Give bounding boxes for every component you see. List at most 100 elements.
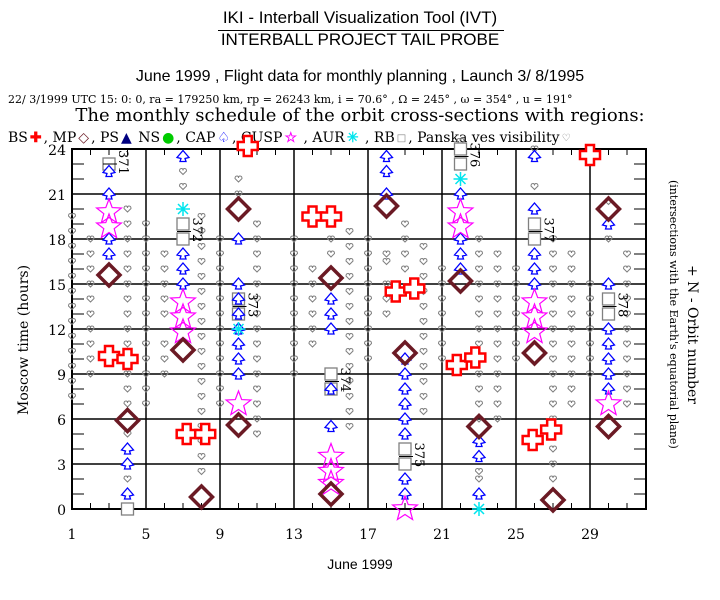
visibility-marker xyxy=(511,265,521,273)
red-cross-icon: ✚ xyxy=(29,130,42,146)
visibility-marker xyxy=(382,280,391,288)
visibility-marker xyxy=(622,310,632,318)
visibility-marker xyxy=(363,310,373,318)
visibility-marker xyxy=(567,280,576,288)
visibility-marker xyxy=(197,257,206,266)
visibility-marker xyxy=(474,235,484,243)
visibility-marker xyxy=(197,287,206,296)
orbit-number-label: 378 xyxy=(615,293,630,318)
visibility-marker xyxy=(308,280,317,288)
project-title: INTERBALL PROJECT TAIL PROBE xyxy=(220,30,500,49)
visibility-marker xyxy=(289,310,299,318)
visibility-marker xyxy=(289,250,299,258)
cap-marker xyxy=(323,382,339,395)
visibility-marker xyxy=(67,392,77,401)
visibility-marker xyxy=(585,325,595,333)
visibility-marker xyxy=(215,250,225,258)
visibility-marker xyxy=(197,407,206,416)
bs-marker xyxy=(193,422,217,446)
cusp-marker xyxy=(224,389,253,416)
title-divider xyxy=(218,30,504,31)
visibility-marker xyxy=(493,325,502,333)
visibility-marker xyxy=(289,295,299,303)
visibility-marker xyxy=(345,347,354,356)
visibility-marker xyxy=(141,355,151,363)
visibility-marker xyxy=(252,340,262,348)
visibility-marker xyxy=(474,325,484,333)
visibility-marker xyxy=(67,272,77,281)
visibility-marker xyxy=(419,317,428,326)
visibility-marker xyxy=(474,250,484,258)
visibility-marker xyxy=(234,175,243,183)
visibility-marker xyxy=(86,235,95,243)
rb-marker xyxy=(176,217,190,231)
visibility-marker xyxy=(141,295,151,303)
mp-marker xyxy=(373,192,400,220)
cusp-marker xyxy=(594,389,623,416)
visibility-marker xyxy=(252,220,262,228)
bs-marker xyxy=(464,346,487,369)
mp-marker xyxy=(595,413,622,440)
cap-marker xyxy=(231,337,246,350)
visibility-marker xyxy=(86,280,95,288)
legend-label-rb: RB xyxy=(373,130,395,146)
bs-marker xyxy=(521,428,544,452)
bs-marker xyxy=(301,205,324,228)
spade-icon: ♤ xyxy=(217,130,231,146)
cap-marker xyxy=(601,367,616,380)
visibility-marker xyxy=(437,325,447,333)
visibility-marker xyxy=(345,272,354,281)
cap-marker xyxy=(101,247,117,260)
orbit-parameters: 22/ 3/1999 UTC 15: 0: 0, ra = 179250 km,… xyxy=(8,93,573,106)
cusp-marker xyxy=(316,456,346,484)
mp-marker xyxy=(539,486,567,514)
visibility-marker xyxy=(123,400,132,408)
mp-marker xyxy=(465,413,493,440)
legend-sep: , xyxy=(91,130,100,146)
cap-marker xyxy=(471,434,487,448)
visibility-marker xyxy=(363,340,373,348)
rb-marker xyxy=(398,457,412,471)
visibility-marker xyxy=(141,280,151,288)
visibility-marker xyxy=(363,325,373,333)
visibility-marker xyxy=(493,295,502,303)
visibility-marker xyxy=(197,467,206,476)
visibility-marker xyxy=(474,265,484,273)
visibility-marker xyxy=(548,415,558,423)
visibility-marker xyxy=(197,302,206,311)
cap-marker xyxy=(471,487,487,500)
mp-marker xyxy=(114,407,141,434)
visibility-marker xyxy=(160,355,169,363)
cap-marker xyxy=(527,202,542,215)
visibility-marker xyxy=(123,340,132,348)
legend-label-cap: CAP xyxy=(185,130,216,146)
visibility-marker xyxy=(622,355,632,363)
visibility-marker xyxy=(160,250,169,258)
bs-marker xyxy=(319,205,343,228)
visibility-marker xyxy=(548,340,558,348)
visibility-marker xyxy=(622,265,632,273)
mp-marker xyxy=(521,339,548,367)
bs-marker xyxy=(539,418,563,441)
visibility-marker xyxy=(308,310,317,318)
visibility-marker xyxy=(419,347,428,356)
chart-subtitle: The monthly schedule of the orbit cross-… xyxy=(75,105,645,126)
visibility-marker xyxy=(493,340,502,348)
visibility-marker xyxy=(567,400,576,408)
mp-marker xyxy=(317,480,345,508)
visibility-marker xyxy=(622,325,632,333)
visibility-marker xyxy=(197,212,206,221)
visibility-marker xyxy=(382,250,391,258)
visibility-marker xyxy=(400,235,410,243)
visibility-marker xyxy=(234,190,243,198)
visibility-marker xyxy=(493,400,502,408)
visibility-marker xyxy=(197,362,206,371)
cap-marker xyxy=(323,419,339,433)
visibility-marker xyxy=(252,310,262,318)
cusp-marker xyxy=(390,494,420,521)
cap-marker xyxy=(601,277,616,290)
visibility-marker xyxy=(252,430,262,438)
visibility-marker xyxy=(160,310,169,318)
visibility-marker xyxy=(67,377,77,386)
legend-sep: , xyxy=(43,130,53,146)
